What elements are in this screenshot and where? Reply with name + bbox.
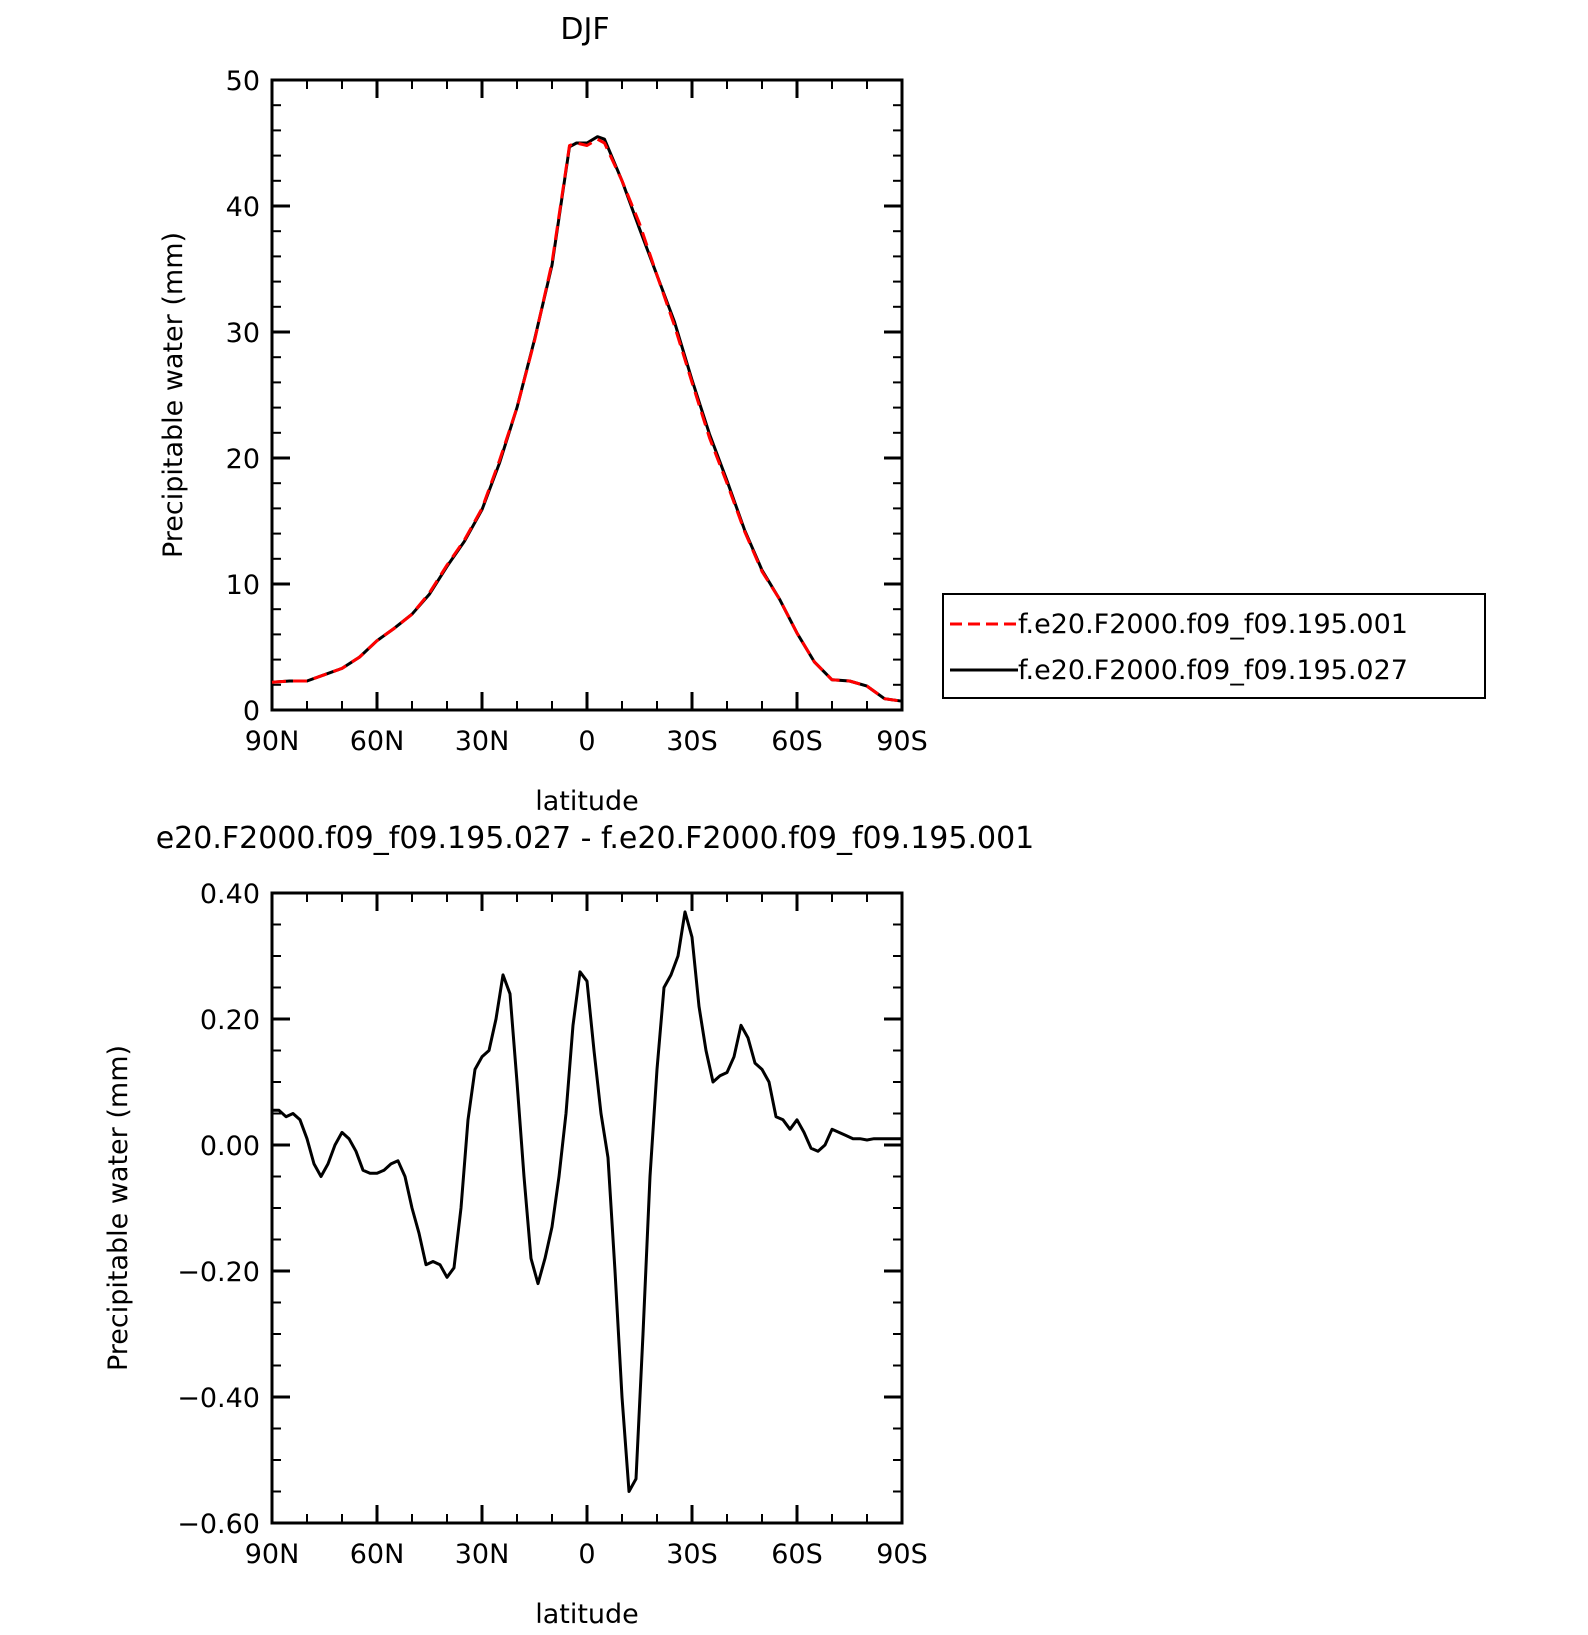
x-axis-label: latitude [535, 786, 639, 817]
chart-title: DJF [560, 12, 609, 47]
x-axis-label: latitude [535, 1599, 639, 1630]
y-tick-label: 0.40 [200, 879, 260, 910]
x-tick-label: 90N [245, 726, 300, 757]
axis-ticks [270, 78, 904, 712]
chart-title: e20.F2000.f09_f09.195.027 - f.e20.F2000.… [156, 821, 1035, 856]
y-tick-label: 40 [226, 192, 260, 223]
x-tick-label: 90N [245, 1539, 300, 1570]
y-tick-label: −0.60 [177, 1509, 260, 1540]
x-tick-label: 90S [876, 726, 928, 757]
x-tick-label: 60S [771, 1539, 823, 1570]
x-tick-label: 30N [455, 726, 510, 757]
plot-frame [270, 78, 904, 712]
x-tick-label: 0 [578, 726, 595, 757]
x-tick-label: 30S [666, 726, 718, 757]
x-tick-label: 60N [350, 726, 405, 757]
legend-label-001: f.e20.F2000.f09_f09.195.001 [1018, 609, 1408, 640]
x-tick-label: 60N [350, 1539, 405, 1570]
y-tick-label: 50 [226, 66, 260, 97]
chart-djf: DJF 90N 60N 30N 0 30S 60S 90S 0 10 20 30 40 50 latit… [158, 12, 1486, 817]
y-tick-label: 30 [226, 318, 260, 349]
x-tick-label: 30N [455, 1539, 510, 1570]
y-tick-label: 10 [226, 570, 260, 601]
series-line-1 [271, 135, 903, 703]
legend-box [942, 593, 1486, 699]
y-tick-label: −0.40 [177, 1383, 260, 1414]
legend-label-027: f.e20.F2000.f09_f09.195.027 [1018, 655, 1408, 686]
x-tick-label: 30S [666, 1539, 718, 1570]
y-axis-label: Precipitable water (mm) [103, 1045, 134, 1371]
y-tick-label: 20 [226, 444, 260, 475]
x-tick-label: 90S [876, 1539, 928, 1570]
axis-ticks [270, 891, 904, 1525]
series-lines [272, 910, 902, 1493]
y-tick-label: 0.20 [200, 1005, 260, 1036]
tick-labels: 90N 60N 30N 0 30S 60S 90S 0 10 20 30 40 50 [226, 66, 928, 757]
y-axis-label: Precipitable water (mm) [158, 232, 189, 558]
series-line-0 [271, 137, 903, 703]
y-tick-label: 0 [243, 696, 260, 727]
x-tick-label: 0 [578, 1539, 595, 1570]
y-tick-label: 0.00 [200, 1131, 260, 1162]
x-tick-label: 60S [771, 726, 823, 757]
chart-difference: e20.F2000.f09_f09.195.027 - f.e20.F2000.… [103, 821, 1034, 1630]
series-line-0 [272, 910, 902, 1493]
series-lines [271, 135, 903, 703]
tick-labels: 90N 60N 30N 0 30S 60S 90S −0.60 −0.40 −0.20 0.00 0.… [177, 879, 928, 1570]
y-tick-label: −0.20 [177, 1257, 260, 1288]
legend: f.e20.F2000.f09_f09.195.001 f.e20.F2000.… [942, 593, 1486, 699]
